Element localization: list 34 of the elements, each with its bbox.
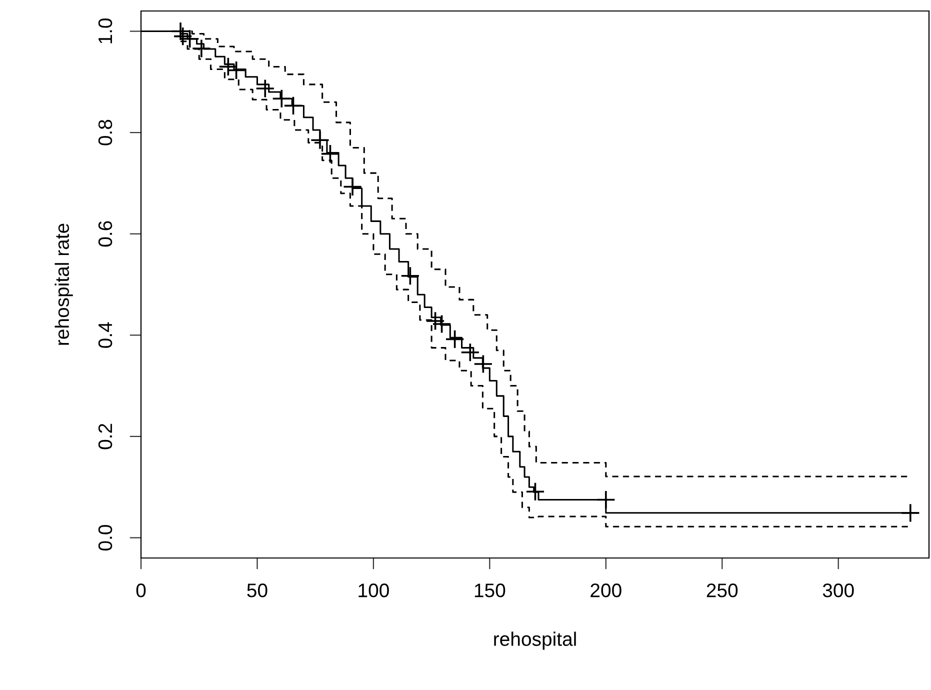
x-axis-title: rehospital [494, 632, 576, 650]
point [255, 78, 275, 98]
point [173, 26, 193, 46]
y-tick-label: 0.8 [98, 120, 112, 146]
point [180, 29, 200, 49]
point [192, 38, 212, 58]
x-tick-label: 0 [136, 584, 146, 598]
point [526, 482, 545, 502]
point [596, 490, 616, 510]
x-tick-label: 100 [358, 584, 389, 598]
y-tick-label: 0.0 [98, 524, 112, 550]
x-tick-label: 200 [590, 584, 622, 598]
point [342, 177, 362, 196]
point [170, 22, 190, 41]
point [400, 266, 420, 286]
y-axis-title: rehospital rate [54, 224, 73, 345]
y-tick-label: 1.0 [98, 18, 112, 44]
y-tick-label: 0.4 [98, 322, 112, 348]
y-tick-label: 0.2 [98, 424, 112, 450]
x-tick-label: 300 [822, 584, 854, 598]
point [284, 96, 303, 116]
point [473, 354, 493, 374]
x-tick-label: 150 [474, 584, 506, 598]
point [460, 342, 480, 362]
x-tick-label: 50 [247, 584, 268, 598]
point [310, 130, 330, 150]
point [426, 311, 445, 331]
point [445, 330, 464, 349]
point [432, 314, 452, 334]
y-tick-label: 0.6 [98, 221, 112, 247]
point [900, 503, 920, 523]
point [272, 88, 292, 108]
point [320, 144, 340, 164]
x-tick-label: 250 [706, 584, 738, 598]
